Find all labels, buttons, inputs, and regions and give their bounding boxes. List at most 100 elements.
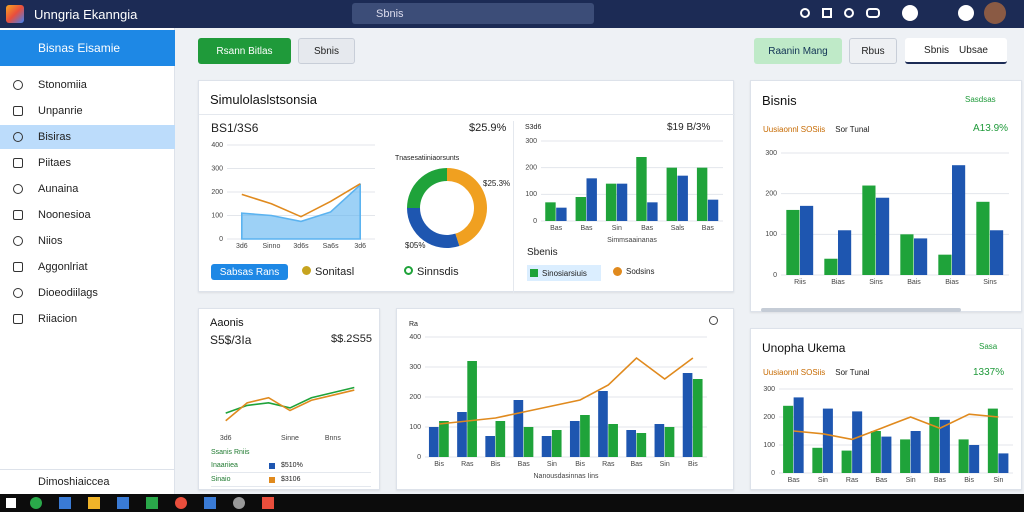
app-icon[interactable]: [233, 497, 245, 509]
avatar[interactable]: [958, 5, 974, 21]
sidebar-item[interactable]: Aggonlriat: [0, 255, 175, 279]
x-tick-label: Sinno: [262, 243, 280, 250]
x-tick-label: Bais: [907, 279, 921, 286]
secondary-button[interactable]: Sbnis: [298, 38, 355, 64]
bar: [682, 373, 693, 457]
chart-box: 0 100 200 300 Bas Bas Sin Bas Sals Bas Simmsaainan…: [517, 135, 727, 245]
green-button[interactable]: Raanin Mang: [754, 38, 842, 64]
x-tick-label: Bas: [580, 225, 593, 232]
x-tick-label: Bas: [518, 461, 531, 468]
app-icon[interactable]: [59, 497, 71, 509]
sidebar-item[interactable]: Dioeodiilags: [0, 281, 175, 305]
sidebar-footer[interactable]: Dimoshiaiccea: [0, 469, 175, 493]
y-tick-label: 100: [409, 424, 421, 431]
button[interactable]: Rbus: [849, 38, 897, 64]
metric: 1337%: [973, 367, 1005, 378]
sidebar-footer-text: Dimoshiaiccea: [38, 475, 110, 488]
y-tick-label: 100: [765, 231, 777, 238]
sidebar-item[interactable]: Aunaina: [0, 177, 175, 201]
bar: [523, 427, 534, 457]
start-button[interactable]: [6, 498, 16, 508]
sidebar-header[interactable]: Bisnas Eisamie: [0, 30, 175, 66]
primary-button[interactable]: Rsann Bitlas: [198, 38, 291, 64]
button-link[interactable]: Sinnsdis: [404, 266, 459, 278]
link-text: Sonitasl: [315, 266, 355, 278]
bar: [551, 430, 562, 457]
scrollbar[interactable]: [761, 308, 961, 312]
app-icon[interactable]: [117, 497, 129, 509]
panel-link[interactable]: Sasa: [979, 342, 998, 351]
icon: [302, 266, 311, 275]
y-tick-label: 300: [409, 364, 421, 371]
chart-box: 0 100 200 300 Bas Sin Ras Bas Sin Bas Bis Sin: [755, 383, 1017, 485]
sidebar-item[interactable]: Niios: [0, 229, 175, 253]
bar: [457, 412, 467, 457]
sidebar-item[interactable]: Riiacion: [0, 307, 175, 331]
x-tick-label: Ras: [602, 461, 615, 468]
legend-value: $510%: [281, 462, 303, 469]
panel-link[interactable]: Sasdsas: [965, 95, 996, 104]
icon[interactable]: [844, 8, 854, 18]
app-icon[interactable]: [175, 497, 187, 509]
app-icon[interactable]: [30, 497, 42, 509]
avatar[interactable]: [902, 5, 918, 21]
metric: $$.2S55: [331, 333, 372, 345]
bar: [495, 421, 506, 457]
sidebar-icon: [13, 210, 23, 220]
bar: [938, 254, 952, 275]
taskbar: [0, 494, 1024, 512]
button-link[interactable]: Sonitasl: [302, 266, 354, 278]
bisnis-panel: Bisnis Sasdsas Uusiaonnl SOSiis Sor Tunal…: [750, 80, 1022, 312]
bar: [626, 430, 636, 457]
tab[interactable]: Sbnis Ubsae: [905, 38, 1007, 64]
line: [793, 413, 999, 441]
y-tick-label: 0: [771, 470, 775, 477]
y-tick-label: 200: [525, 165, 537, 172]
app-icon[interactable]: [204, 497, 216, 509]
bar: [881, 436, 892, 473]
sidebar-item-text: Stonomiia: [38, 79, 87, 91]
x-tick-label: Sin: [547, 461, 557, 468]
button[interactable]: Sabsas Rans: [211, 264, 288, 280]
sidebar-item-text: Dioeodiilags: [38, 287, 98, 299]
info-icon[interactable]: [709, 316, 718, 325]
sidebar-item[interactable]: Stonomiia: [0, 73, 175, 97]
x-tick-label: 3d6: [236, 243, 248, 250]
legend-head: Ssanis Rniis: [211, 449, 250, 456]
app-icon[interactable]: [262, 497, 274, 509]
legend-item[interactable]: Sodsins: [613, 267, 654, 276]
sidebar-item[interactable]: Bisiras: [0, 125, 175, 149]
icon[interactable]: [866, 8, 880, 18]
bar: [990, 230, 1004, 275]
button-text: Raanin Mang: [768, 45, 828, 57]
sidebar-icon: [13, 236, 23, 246]
search-box[interactable]: Sbnis: [352, 3, 594, 24]
x-axis-label: Simmsaainanas: [607, 237, 657, 244]
chart-title: S3d6: [525, 124, 542, 131]
sidebar-item[interactable]: Noonesioa: [0, 203, 175, 227]
button-text: Sabsas Rans: [219, 266, 280, 278]
app-icon[interactable]: [88, 497, 100, 509]
sidebar-icon: [13, 288, 23, 298]
bar: [485, 436, 495, 457]
sidebar-item[interactable]: Unpanrie: [0, 99, 175, 123]
y-tick-label: 100: [525, 191, 537, 198]
metric: BS1/3S6: [211, 121, 259, 135]
line: [225, 386, 355, 414]
bar: [800, 205, 814, 275]
bar: [910, 431, 921, 473]
icon[interactable]: [822, 8, 832, 18]
x-tick-label: Sin: [612, 225, 622, 232]
donut-slice: [407, 168, 447, 208]
profile-photo[interactable]: [984, 2, 1006, 24]
y-tick-label: 300: [765, 150, 777, 157]
icon[interactable]: [800, 8, 810, 18]
bar: [556, 207, 567, 221]
y-tick-label: 200: [765, 191, 777, 198]
legend-item[interactable]: Sinosiarsiuis: [527, 265, 601, 281]
app-icon[interactable]: [146, 497, 158, 509]
bar: [900, 234, 914, 275]
bar: [952, 165, 966, 275]
bar: [914, 238, 928, 275]
sidebar-item[interactable]: Piitaes: [0, 151, 175, 175]
